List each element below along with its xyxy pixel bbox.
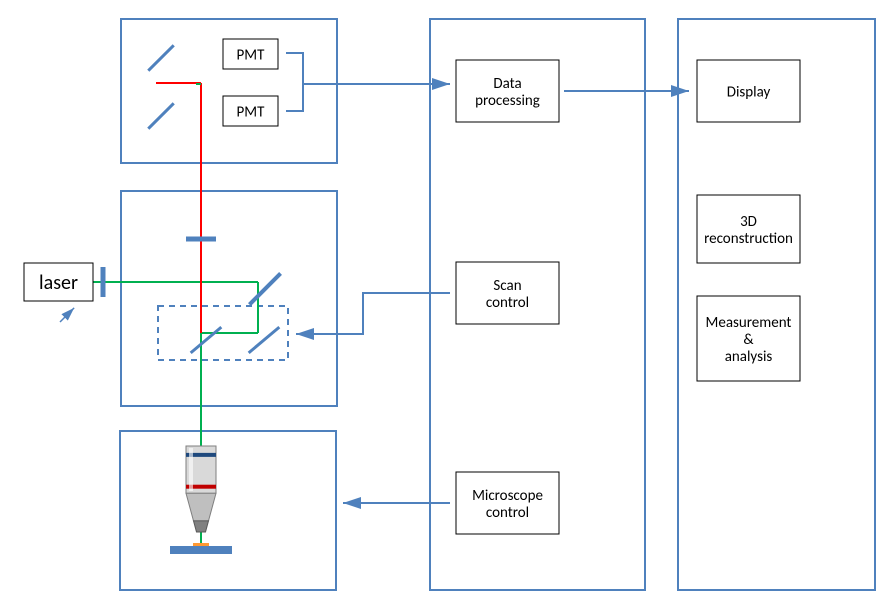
display-label: Display [727,83,771,101]
display-box: Display [697,60,800,122]
module-microscope [120,431,336,590]
scanCtrl-label: Scan [493,277,521,295]
module-scanHead [121,191,337,406]
sample [193,543,209,546]
meas-label: Measurement [706,314,792,332]
recon-label: 3D [740,213,757,231]
dataProc-label: processing [475,92,540,110]
dataProc-box: Dataprocessing [456,60,559,122]
meas-label: & [743,331,754,349]
recon-box: 3Dreconstruction [697,195,800,263]
mirror-3 [249,327,280,353]
microCtrl-label: control [486,504,529,522]
microCtrl-box: Microscopecontrol [456,472,559,534]
arrow-scanctrl-to-scanner [296,293,450,334]
laser-label: laser [39,271,78,295]
mirror-1 [148,103,173,128]
microCtrl-label: Microscope [472,487,543,505]
recon-label: reconstruction [704,230,793,248]
mirror-0 [148,45,173,70]
mirror-4 [191,327,222,353]
scanCtrl-box: Scancontrol [456,262,559,324]
meas-label: analysis [725,348,773,366]
meas-box: Measurement&analysis [697,296,800,381]
objective-icon [186,446,216,532]
laser-box: laser [24,263,93,301]
pmt2-box: PMT [223,96,278,126]
scanCtrl-label: control [486,294,529,312]
dataProc-label: Data [493,75,521,93]
pmt-bracket [286,53,303,111]
sample-stage [170,546,232,554]
laser-pointer-arrow [60,308,74,322]
mirror-2 [249,273,280,304]
pmt2-label: PMT [237,103,266,121]
pmt1-label: PMT [237,46,266,64]
pmt1-box: PMT [223,39,278,69]
